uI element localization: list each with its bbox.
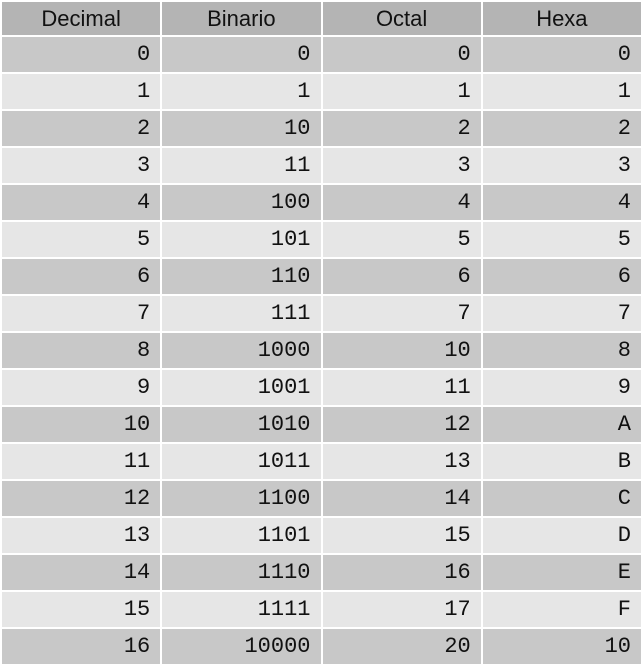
hexa-cell: 6 bbox=[482, 259, 641, 294]
table-header: Decimal Binario Octal Hexa bbox=[2, 2, 641, 35]
binary-cell: 1110 bbox=[162, 555, 321, 590]
binary-cell: 110 bbox=[162, 259, 321, 294]
hexa-cell: 4 bbox=[482, 185, 641, 220]
binary-cell: 1100 bbox=[162, 481, 321, 516]
octal-cell: 16 bbox=[322, 555, 481, 590]
decimal-cell: 10 bbox=[2, 407, 161, 442]
table-row: 12 1100 14 C bbox=[2, 481, 641, 516]
table-row: 6 110 6 6 bbox=[2, 259, 641, 294]
octal-cell: 11 bbox=[322, 370, 481, 405]
octal-cell: 7 bbox=[322, 296, 481, 331]
binary-cell: 11 bbox=[162, 148, 321, 183]
hexa-cell: 0 bbox=[482, 37, 641, 72]
octal-cell: 6 bbox=[322, 259, 481, 294]
octal-cell: 0 bbox=[322, 37, 481, 72]
hexa-cell: 9 bbox=[482, 370, 641, 405]
binary-cell: 1101 bbox=[162, 518, 321, 553]
column-header-hexa: Hexa bbox=[482, 2, 641, 35]
binary-cell: 1 bbox=[162, 74, 321, 109]
decimal-cell: 12 bbox=[2, 481, 161, 516]
table-row: 14 1110 16 E bbox=[2, 555, 641, 590]
decimal-cell: 4 bbox=[2, 185, 161, 220]
column-header-binary: Binario bbox=[162, 2, 321, 35]
hexa-cell: B bbox=[482, 444, 641, 479]
column-header-decimal: Decimal bbox=[2, 2, 161, 35]
octal-cell: 15 bbox=[322, 518, 481, 553]
binary-cell: 10000 bbox=[162, 629, 321, 664]
hexa-cell: 8 bbox=[482, 333, 641, 368]
hexa-cell: 5 bbox=[482, 222, 641, 257]
decimal-cell: 0 bbox=[2, 37, 161, 72]
octal-cell: 12 bbox=[322, 407, 481, 442]
binary-cell: 1011 bbox=[162, 444, 321, 479]
table-row: 2 10 2 2 bbox=[2, 111, 641, 146]
binary-cell: 111 bbox=[162, 296, 321, 331]
binary-cell: 1001 bbox=[162, 370, 321, 405]
hexa-cell: 3 bbox=[482, 148, 641, 183]
octal-cell: 10 bbox=[322, 333, 481, 368]
hexa-cell: E bbox=[482, 555, 641, 590]
table-row: 15 1111 17 F bbox=[2, 592, 641, 627]
table-row: 11 1011 13 B bbox=[2, 444, 641, 479]
octal-cell: 14 bbox=[322, 481, 481, 516]
decimal-cell: 6 bbox=[2, 259, 161, 294]
decimal-cell: 8 bbox=[2, 333, 161, 368]
decimal-cell: 3 bbox=[2, 148, 161, 183]
table-row: 13 1101 15 D bbox=[2, 518, 641, 553]
table-row: 9 1001 11 9 bbox=[2, 370, 641, 405]
column-header-octal: Octal bbox=[322, 2, 481, 35]
binary-cell: 100 bbox=[162, 185, 321, 220]
header-row: Decimal Binario Octal Hexa bbox=[2, 2, 641, 35]
binary-cell: 10 bbox=[162, 111, 321, 146]
hexa-cell: 7 bbox=[482, 296, 641, 331]
octal-cell: 1 bbox=[322, 74, 481, 109]
hexa-cell: F bbox=[482, 592, 641, 627]
decimal-cell: 13 bbox=[2, 518, 161, 553]
decimal-cell: 9 bbox=[2, 370, 161, 405]
table-row: 7 111 7 7 bbox=[2, 296, 641, 331]
octal-cell: 3 bbox=[322, 148, 481, 183]
hexa-cell: 1 bbox=[482, 74, 641, 109]
hexa-cell: D bbox=[482, 518, 641, 553]
decimal-cell: 14 bbox=[2, 555, 161, 590]
hexa-cell: 10 bbox=[482, 629, 641, 664]
octal-cell: 5 bbox=[322, 222, 481, 257]
decimal-cell: 11 bbox=[2, 444, 161, 479]
octal-cell: 13 bbox=[322, 444, 481, 479]
binary-cell: 1111 bbox=[162, 592, 321, 627]
octal-cell: 4 bbox=[322, 185, 481, 220]
table-body: 0 0 0 0 1 1 1 1 2 10 2 2 3 11 3 3 4 100 4 4 5 101 5 5 6 110 6 6 7 111… bbox=[2, 37, 641, 664]
table-row: 3 11 3 3 bbox=[2, 148, 641, 183]
hexa-cell: C bbox=[482, 481, 641, 516]
octal-cell: 2 bbox=[322, 111, 481, 146]
binary-cell: 0 bbox=[162, 37, 321, 72]
decimal-cell: 5 bbox=[2, 222, 161, 257]
table-row: 8 1000 10 8 bbox=[2, 333, 641, 368]
table-row: 5 101 5 5 bbox=[2, 222, 641, 257]
octal-cell: 17 bbox=[322, 592, 481, 627]
table-row: 16 10000 20 10 bbox=[2, 629, 641, 664]
decimal-cell: 15 bbox=[2, 592, 161, 627]
table-row: 4 100 4 4 bbox=[2, 185, 641, 220]
binary-cell: 1000 bbox=[162, 333, 321, 368]
octal-cell: 20 bbox=[322, 629, 481, 664]
decimal-cell: 2 bbox=[2, 111, 161, 146]
hexa-cell: A bbox=[482, 407, 641, 442]
decimal-cell: 16 bbox=[2, 629, 161, 664]
binary-cell: 101 bbox=[162, 222, 321, 257]
binary-cell: 1010 bbox=[162, 407, 321, 442]
hexa-cell: 2 bbox=[482, 111, 641, 146]
decimal-cell: 7 bbox=[2, 296, 161, 331]
decimal-cell: 1 bbox=[2, 74, 161, 109]
